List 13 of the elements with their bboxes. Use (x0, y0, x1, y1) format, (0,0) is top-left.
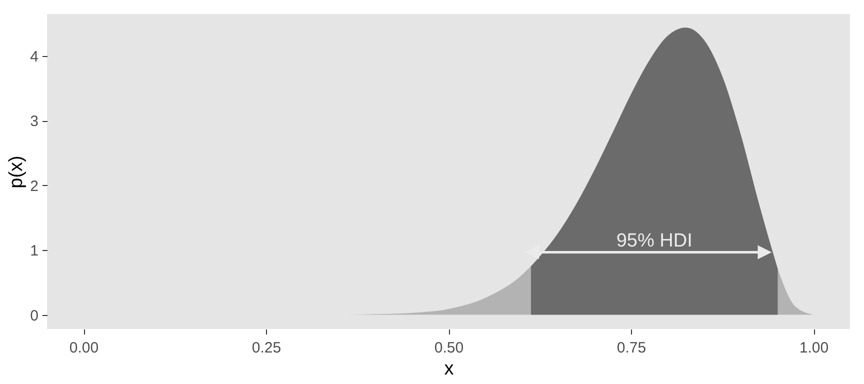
x-tick-label: 1.00 (799, 340, 829, 356)
x-tick-label: 0.25 (252, 340, 282, 356)
y-tick-label: 1 (30, 242, 38, 260)
annotation: 95% HDI (616, 230, 692, 252)
x-axis-title: x (444, 358, 454, 380)
x-tick-label: 0.00 (69, 340, 99, 356)
y-axis-title: p(x) (6, 156, 28, 188)
y-tick-label: 0 (30, 307, 38, 324)
y-tick-label: 2 (30, 178, 38, 195)
x-tick-label: 0.50 (434, 340, 464, 356)
y-tick-label: 3 (30, 113, 38, 130)
y-tick-label: 4 (30, 48, 38, 66)
x-tick-label: 0.75 (616, 340, 646, 356)
